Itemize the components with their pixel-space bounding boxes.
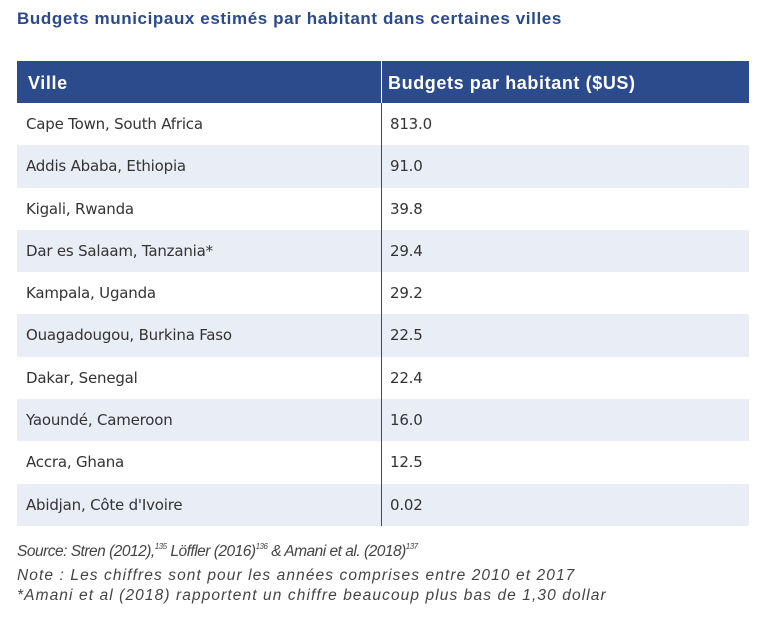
table-row: Dar es Salaam, Tanzania* 29.4 — [17, 229, 749, 273]
city-cell: Ouagadougou, Burkina Faso — [17, 314, 382, 357]
table-header: Ville Budgets par habitant ($US) — [17, 61, 749, 103]
city-cell: Kampala, Uganda — [17, 272, 382, 315]
note-years: Note : Les chiffres sont pour les années… — [17, 567, 576, 584]
budget-cell: 91.0 — [390, 157, 423, 176]
source-ref-135: 135 — [154, 542, 167, 551]
budget-cell: 29.4 — [390, 241, 423, 260]
note-amani: *Amani et al (2018) rapportent un chiffr… — [17, 587, 607, 604]
table-row: Addis Ababa, Ethiopia 91.0 — [17, 145, 749, 188]
city-cell: Abidjan, Côte d'Ivoire — [17, 483, 382, 526]
source-citation: Source: Stren (2012),135 Löffler (2016)1… — [17, 542, 418, 561]
budget-cell: 0.02 — [390, 495, 423, 514]
budget-cell: 16.0 — [390, 411, 423, 430]
source-ref-137: 137 — [405, 542, 418, 551]
table-row: Yaoundé, Cameroon 16.0 — [17, 399, 749, 442]
city-cell: Addis Ababa, Ethiopia — [17, 145, 382, 188]
budget-table: Ville Budgets par habitant ($US) Cape To… — [17, 61, 749, 526]
city-cell: Cape Town, South Africa — [17, 103, 382, 146]
budget-cell: 813.0 — [390, 115, 432, 133]
budget-cell: 29.2 — [390, 284, 423, 303]
budget-cell: 22.5 — [390, 326, 423, 345]
city-cell: Kigali, Rwanda — [17, 187, 382, 230]
city-cell: Dar es Salaam, Tanzania* — [17, 229, 382, 273]
source-loffler: Löffler (2016) — [166, 543, 256, 560]
table-row: Ouagadougou, Burkina Faso 22.5 — [17, 314, 749, 357]
table-row: Kampala, Uganda 29.2 — [17, 272, 749, 315]
budget-cell: 22.4 — [390, 368, 423, 387]
table-row: Abidjan, Côte d'Ivoire 0.02 — [17, 483, 749, 526]
table-row: Accra, Ghana 12.5 — [17, 441, 749, 484]
source-prefix: Source: Stren (2012), — [17, 543, 155, 560]
budget-cell: 39.8 — [390, 199, 423, 218]
source-amani: & Amani et al. (2018) — [267, 543, 406, 560]
city-cell: Dakar, Senegal — [17, 356, 382, 400]
table-row: Cape Town, South Africa 813.0 — [17, 103, 749, 146]
table-row: Kigali, Rwanda 39.8 — [17, 187, 749, 230]
page-title: Budgets municipaux estimés par habitant … — [17, 9, 562, 28]
city-cell: Yaoundé, Cameroon — [17, 399, 382, 442]
header-budget: Budgets par habitant ($US) — [388, 73, 636, 93]
header-city: Ville — [17, 61, 382, 103]
city-cell: Accra, Ghana — [17, 441, 382, 484]
budget-cell: 12.5 — [390, 453, 423, 472]
table-row: Dakar, Senegal 22.4 — [17, 356, 749, 400]
source-ref-136: 136 — [255, 542, 268, 551]
